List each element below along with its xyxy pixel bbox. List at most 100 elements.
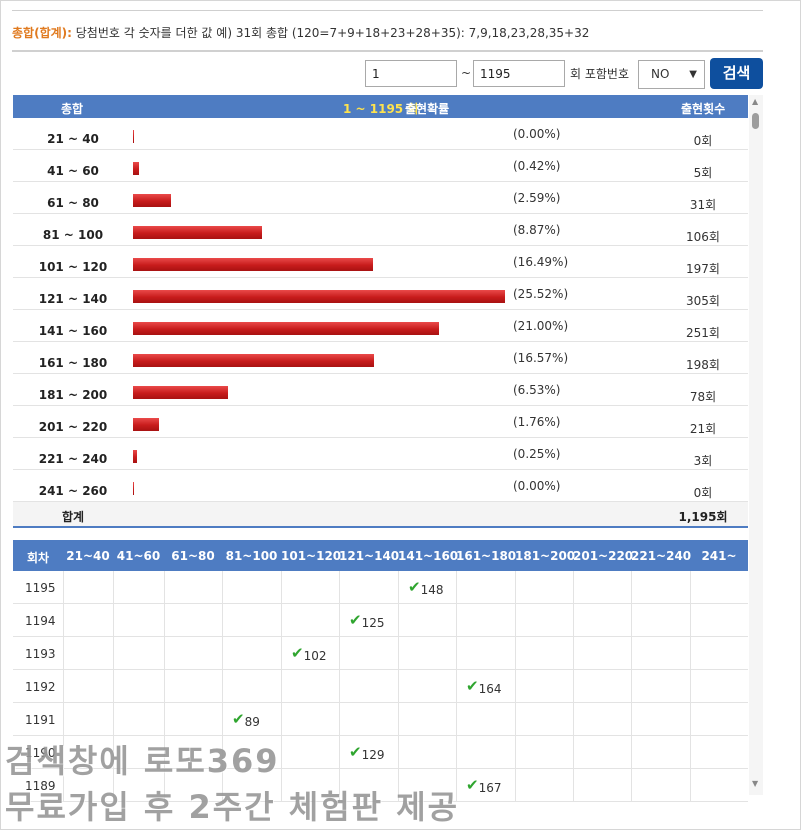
freq-count: 305회 — [686, 294, 720, 308]
draw-row: 1190 ✔129 — [13, 736, 748, 769]
grid-line — [398, 703, 399, 736]
draw-header-cell: 41~60 — [116, 549, 161, 563]
scroll-up-icon[interactable]: ▲ — [752, 97, 759, 106]
from-draw-input[interactable] — [365, 60, 457, 87]
grid-line — [631, 604, 632, 637]
grid-line — [456, 769, 457, 802]
freq-percent: (0.00%) — [513, 127, 561, 141]
draw-number: 1191 — [25, 713, 56, 727]
freq-bar — [133, 418, 159, 431]
grid-line — [515, 703, 516, 736]
grid-line — [456, 571, 457, 604]
draw-sum-mark: ✔148 — [408, 578, 443, 597]
freq-row: 81 ~ 100 (8.87%) 106회 — [13, 214, 748, 246]
grid-line — [281, 670, 282, 703]
freq-count: 0회 — [693, 486, 713, 500]
draw-header-cell: 141~160 — [398, 549, 459, 563]
freq-bar — [133, 386, 228, 399]
freq-row: 221 ~ 240 (0.25%) 3회 — [13, 438, 748, 470]
grid-line — [164, 703, 165, 736]
grid-line — [222, 703, 223, 736]
freq-bar — [133, 482, 134, 495]
freq-count: 31회 — [689, 198, 717, 212]
scrollbar[interactable]: ▲ ▼ — [749, 95, 763, 795]
header-prob: 출현확률 — [405, 102, 450, 116]
draw-header-cell: 221~240 — [631, 549, 692, 563]
include-number-value: NO — [651, 67, 670, 81]
grid-line — [515, 637, 516, 670]
grid-line — [398, 736, 399, 769]
freq-range: 201 ~ 220 — [38, 420, 108, 434]
freq-range: 21 ~ 40 — [47, 132, 99, 146]
freq-percent: (0.00%) — [513, 479, 561, 493]
to-draw-input[interactable] — [473, 60, 565, 87]
grid-line — [573, 637, 574, 670]
draw-number: 1192 — [25, 680, 56, 694]
grid-line — [398, 769, 399, 802]
grid-line — [690, 736, 691, 769]
freq-row: 21 ~ 40 (0.00%) 0회 — [13, 118, 748, 150]
search-button[interactable]: 검색 — [710, 58, 763, 89]
freq-row: 141 ~ 160 (21.00%) 251회 — [13, 310, 748, 342]
checkmark-icon: ✔ — [349, 743, 362, 761]
scroll-down-icon[interactable]: ▼ — [752, 779, 759, 788]
grid-line — [113, 637, 114, 670]
grid-line — [222, 736, 223, 769]
freq-percent: (1.76%) — [513, 415, 561, 429]
freq-percent: (16.57%) — [513, 351, 569, 365]
include-number-select[interactable]: NO ▼ — [638, 60, 705, 89]
grid-line — [573, 604, 574, 637]
draw-header-cell: 241~ — [701, 549, 737, 563]
grid-line — [573, 736, 574, 769]
draw-header-cell: 81~100 — [225, 549, 278, 563]
checkmark-icon: ✔ — [291, 644, 304, 662]
freq-range: 161 ~ 180 — [38, 356, 108, 370]
grid-line — [339, 571, 340, 604]
grid-line — [515, 571, 516, 604]
draw-header-cell: 61~80 — [171, 549, 215, 563]
freq-range: 81 ~ 100 — [42, 228, 104, 242]
freq-row: 241 ~ 260 (0.00%) 0회 — [13, 470, 748, 502]
grid-line — [573, 571, 574, 604]
grid-line — [398, 670, 399, 703]
grid-line — [164, 571, 165, 604]
search-controls: ~ 회 포함번호 NO ▼ 검색 — [0, 58, 801, 90]
draw-row: 1189 ✔167 — [13, 769, 748, 802]
grid-line — [515, 736, 516, 769]
draw-row: 1192 ✔164 — [13, 670, 748, 703]
grid-line — [222, 769, 223, 802]
grid-line — [456, 604, 457, 637]
draw-sum: 167 — [478, 781, 502, 795]
freq-row: 101 ~ 120 (16.49%) 197회 — [13, 246, 748, 278]
grid-line — [222, 670, 223, 703]
header-sum: 총합 — [61, 102, 84, 116]
grid-line — [515, 769, 516, 802]
grid-line — [690, 769, 691, 802]
grid-line — [281, 637, 282, 670]
grid-line — [515, 604, 516, 637]
freq-percent: (16.49%) — [513, 255, 569, 269]
grid-line — [63, 736, 64, 769]
grid-line — [281, 604, 282, 637]
freq-table-header: 총합 1 ~ 1195 회 출현확률 출현횟수 — [13, 95, 748, 118]
info-divider — [12, 50, 763, 52]
draw-row: 1194 ✔125 — [13, 604, 748, 637]
grid-line — [113, 604, 114, 637]
draw-sum: 129 — [361, 748, 385, 762]
checkmark-icon: ✔ — [349, 611, 362, 629]
scroll-thumb[interactable] — [752, 113, 759, 129]
freq-row: 121 ~ 140 (25.52%) 305회 — [13, 278, 748, 310]
grid-line — [222, 604, 223, 637]
grid-line — [339, 769, 340, 802]
grid-line — [281, 703, 282, 736]
draw-header-cell: 181~200 — [515, 549, 576, 563]
freq-percent: (21.00%) — [513, 319, 569, 333]
chevron-down-icon: ▼ — [689, 69, 697, 80]
grid-line — [63, 703, 64, 736]
grid-line — [456, 736, 457, 769]
include-number-label: 회 포함번호 — [570, 67, 630, 81]
grid-line — [456, 670, 457, 703]
freq-bar — [133, 130, 134, 143]
grid-line — [573, 670, 574, 703]
grid-line — [339, 604, 340, 637]
